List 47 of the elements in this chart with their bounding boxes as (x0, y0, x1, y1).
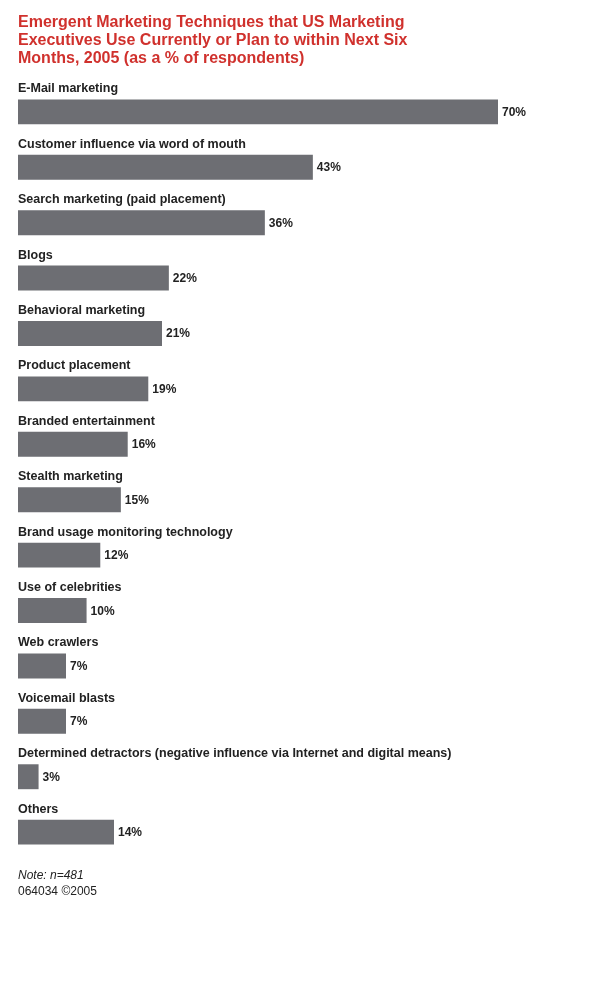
data-label: 43% (316, 160, 342, 175)
data-label: 36% (268, 215, 294, 230)
bar (18, 708, 66, 734)
y-tick-label: Blogs (18, 247, 53, 262)
y-tick-label: Customer influence via word of mouth (18, 136, 246, 151)
bar (18, 542, 101, 568)
y-tick-label: Use of celebrities (18, 580, 122, 595)
y-tick-label: Product placement (18, 358, 132, 373)
text: 064034 ©2005 (18, 884, 98, 898)
bar (18, 431, 128, 457)
data-label: 12% (104, 548, 129, 563)
y-tick-label: Brand usage monitoring technology (18, 524, 233, 539)
bar (18, 376, 149, 402)
data-label: 10% (90, 603, 115, 618)
bar (18, 598, 87, 623)
bar (18, 210, 265, 236)
y-tick-label: Voicemail blasts (18, 690, 116, 705)
text: Months, 2005 (as a % of respondents) (18, 49, 305, 66)
bar (18, 487, 121, 513)
y-tick-label: Branded entertainment (18, 413, 156, 428)
y-tick-label: E-Mail marketing (18, 81, 119, 96)
data-label: 15% (124, 492, 150, 507)
bar (18, 653, 66, 679)
y-tick-label: Others (18, 801, 59, 816)
y-tick-label: Web crawlers (18, 635, 99, 650)
text: Emergent Marketing Techniques that US Marketing (18, 13, 405, 30)
data-label: 21% (166, 326, 191, 341)
y-tick-label: Determined detractors (negative influence via Internet and digital means) (18, 746, 452, 761)
bar (18, 764, 39, 790)
data-label: 7% (70, 714, 88, 729)
data-label: 19% (152, 381, 177, 396)
y-tick-label: Behavioral marketing (18, 303, 146, 318)
bar (18, 819, 114, 845)
bar (18, 99, 498, 125)
data-label: 14% (118, 825, 143, 840)
data-label: 22% (172, 271, 198, 286)
y-tick-label: Search marketing (paid placement) (18, 192, 226, 207)
text: Note: n=481 (18, 868, 84, 882)
data-label: 3% (42, 769, 61, 784)
bar (18, 321, 162, 346)
data-label: 7% (70, 658, 88, 673)
text: Executives Use Currently or Plan to within Next Six (18, 31, 408, 48)
y-tick-label: Stealth marketing (18, 469, 123, 484)
bar (18, 154, 313, 180)
data-label: 16% (131, 437, 157, 452)
data-label: 70% (502, 104, 527, 119)
bar (18, 265, 169, 291)
